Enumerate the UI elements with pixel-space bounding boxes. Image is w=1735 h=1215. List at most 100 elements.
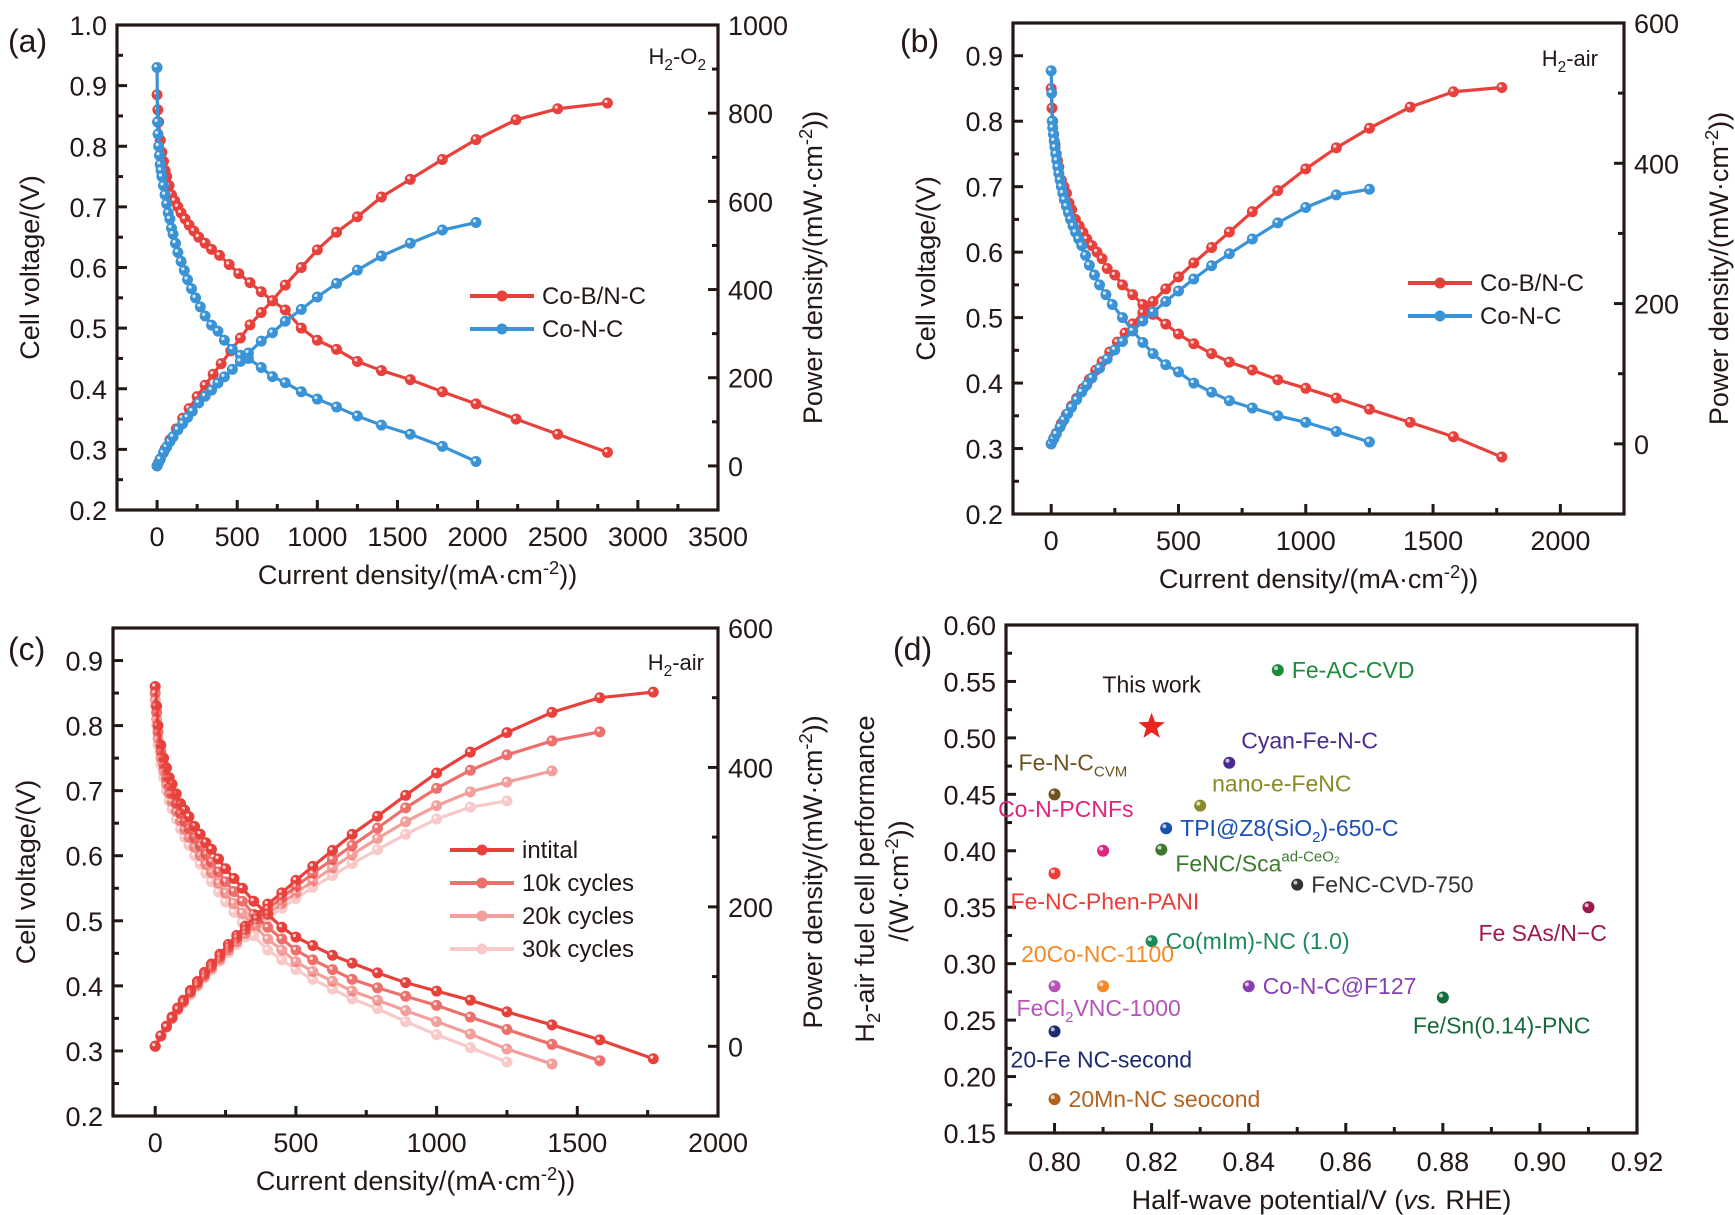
polarization-point xyxy=(152,116,164,128)
point-highlight xyxy=(250,898,254,902)
point-highlight xyxy=(250,932,254,936)
point-highlight xyxy=(168,224,172,229)
point-highlight xyxy=(1333,428,1337,432)
point-highlight xyxy=(180,999,184,1004)
y-tick-label: 0.35 xyxy=(943,893,996,923)
x-tick-label: 2000 xyxy=(688,1128,748,1158)
point-highlight xyxy=(1139,317,1143,322)
point-highlight xyxy=(1498,453,1502,458)
polarization-point xyxy=(1076,240,1088,252)
point-highlight xyxy=(1096,281,1100,285)
power-point xyxy=(346,828,358,840)
point-highlight xyxy=(1139,339,1143,343)
polarization-point xyxy=(175,823,187,835)
polarization-point xyxy=(436,386,448,398)
point-highlight xyxy=(165,209,169,213)
point-highlight xyxy=(1104,355,1108,359)
point-label: Cyan-Fe-N-C xyxy=(1241,728,1378,754)
point-label: 20Mn-NC seocond xyxy=(1069,1086,1261,1112)
power-point xyxy=(276,902,288,914)
point-highlight xyxy=(253,920,257,924)
point-highlight xyxy=(1149,308,1154,312)
point-highlight xyxy=(548,767,553,771)
point-highlight xyxy=(467,996,471,1001)
y-tick-label: 0.3 xyxy=(65,1037,103,1067)
legend-marker xyxy=(1434,310,1446,322)
power-point xyxy=(1116,335,1128,347)
point-highlight xyxy=(230,909,235,913)
power-point xyxy=(346,849,358,861)
power-point xyxy=(198,971,210,983)
power-point xyxy=(351,211,363,223)
x-tick-label: 1000 xyxy=(407,1128,467,1158)
point-highlight xyxy=(554,105,558,109)
point-highlight xyxy=(208,965,212,969)
power-point xyxy=(1188,273,1200,285)
point-highlight xyxy=(233,941,237,945)
power-point xyxy=(290,887,302,899)
point-highlight xyxy=(314,395,318,400)
point-highlight xyxy=(282,306,286,310)
point-highlight xyxy=(1078,242,1082,246)
power-point xyxy=(149,1040,161,1052)
data-point: Fe-N-CCVM xyxy=(1019,749,1127,801)
polarization-point xyxy=(200,858,212,870)
point-highlight xyxy=(222,898,226,902)
power-point xyxy=(501,727,513,739)
point-highlight xyxy=(194,983,198,987)
point-highlight xyxy=(1226,250,1230,254)
power-point xyxy=(177,997,189,1009)
point-highlight xyxy=(278,905,282,909)
point-highlight xyxy=(258,337,262,342)
point-highlight xyxy=(467,767,471,771)
point-highlight xyxy=(208,967,212,971)
power-line xyxy=(153,769,553,1048)
power-line xyxy=(155,101,608,467)
point-highlight xyxy=(153,722,157,726)
polarization-point xyxy=(1045,65,1057,77)
plot-frame xyxy=(1011,21,1626,516)
polarization-point xyxy=(153,140,165,152)
point-highlight xyxy=(1498,84,1502,88)
point-highlight xyxy=(1073,396,1077,400)
point-highlight xyxy=(1139,309,1143,313)
point-highlight xyxy=(1162,824,1167,829)
point-highlight xyxy=(181,267,185,271)
power-point xyxy=(594,726,606,738)
y-axis-title-line2: /(W·cm-2)) xyxy=(881,820,914,941)
polarization-point xyxy=(152,739,164,751)
point-highlight xyxy=(157,1032,161,1036)
polarization-line xyxy=(155,94,608,454)
power-point xyxy=(1330,142,1342,154)
point-marker xyxy=(1048,867,1061,880)
power-point xyxy=(166,1012,178,1024)
polarization-point xyxy=(311,334,323,346)
point-highlight xyxy=(1129,291,1133,295)
point-highlight xyxy=(329,978,333,982)
polarization-point xyxy=(331,343,343,355)
y2-tick-label: 400 xyxy=(728,276,773,306)
panel-label: (b) xyxy=(900,23,939,59)
point-highlight xyxy=(156,152,160,156)
point-highlight xyxy=(235,270,239,274)
power-point xyxy=(177,996,189,1008)
point-highlight xyxy=(201,974,205,978)
polarization-point xyxy=(149,694,161,706)
point-highlight xyxy=(278,894,282,898)
point-highlight xyxy=(1048,89,1052,94)
power-point xyxy=(205,962,217,974)
power-point xyxy=(470,134,482,146)
point-highlight xyxy=(1302,419,1306,423)
y-tick-label: 0.7 xyxy=(69,193,107,223)
polarization-point xyxy=(346,973,358,985)
data-point: FeNC-CVD-750 xyxy=(1291,872,1474,898)
point-highlight xyxy=(208,878,212,882)
point-highlight xyxy=(1075,235,1079,240)
point-highlight xyxy=(472,400,477,404)
polarization-point xyxy=(546,1038,558,1050)
y2-tick-label: 1000 xyxy=(728,11,788,41)
point-highlight xyxy=(309,870,313,874)
power-point xyxy=(311,291,323,303)
polarization-point xyxy=(167,228,179,240)
legend-marker xyxy=(476,877,488,889)
